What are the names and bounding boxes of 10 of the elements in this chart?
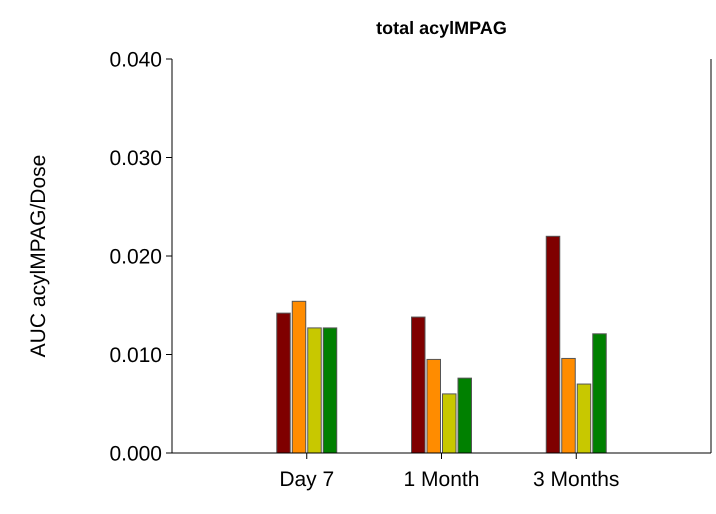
x-tick-label: 1 Month [404, 468, 480, 491]
chart-title: total acylMPAG [376, 18, 507, 38]
y-tick-label: 0.020 [109, 245, 162, 268]
y-tick-label: 0.040 [109, 48, 162, 72]
x-tick-label: Day 7 [279, 468, 334, 491]
y-tick-label: 0.010 [109, 344, 162, 367]
y-axis-title: AUC acylMPAG/Dose [27, 154, 50, 358]
y-tick-label: 0.000 [109, 442, 162, 466]
y-tick-label: 0.030 [109, 146, 162, 170]
x-tick-label: 3 Months [533, 468, 620, 491]
